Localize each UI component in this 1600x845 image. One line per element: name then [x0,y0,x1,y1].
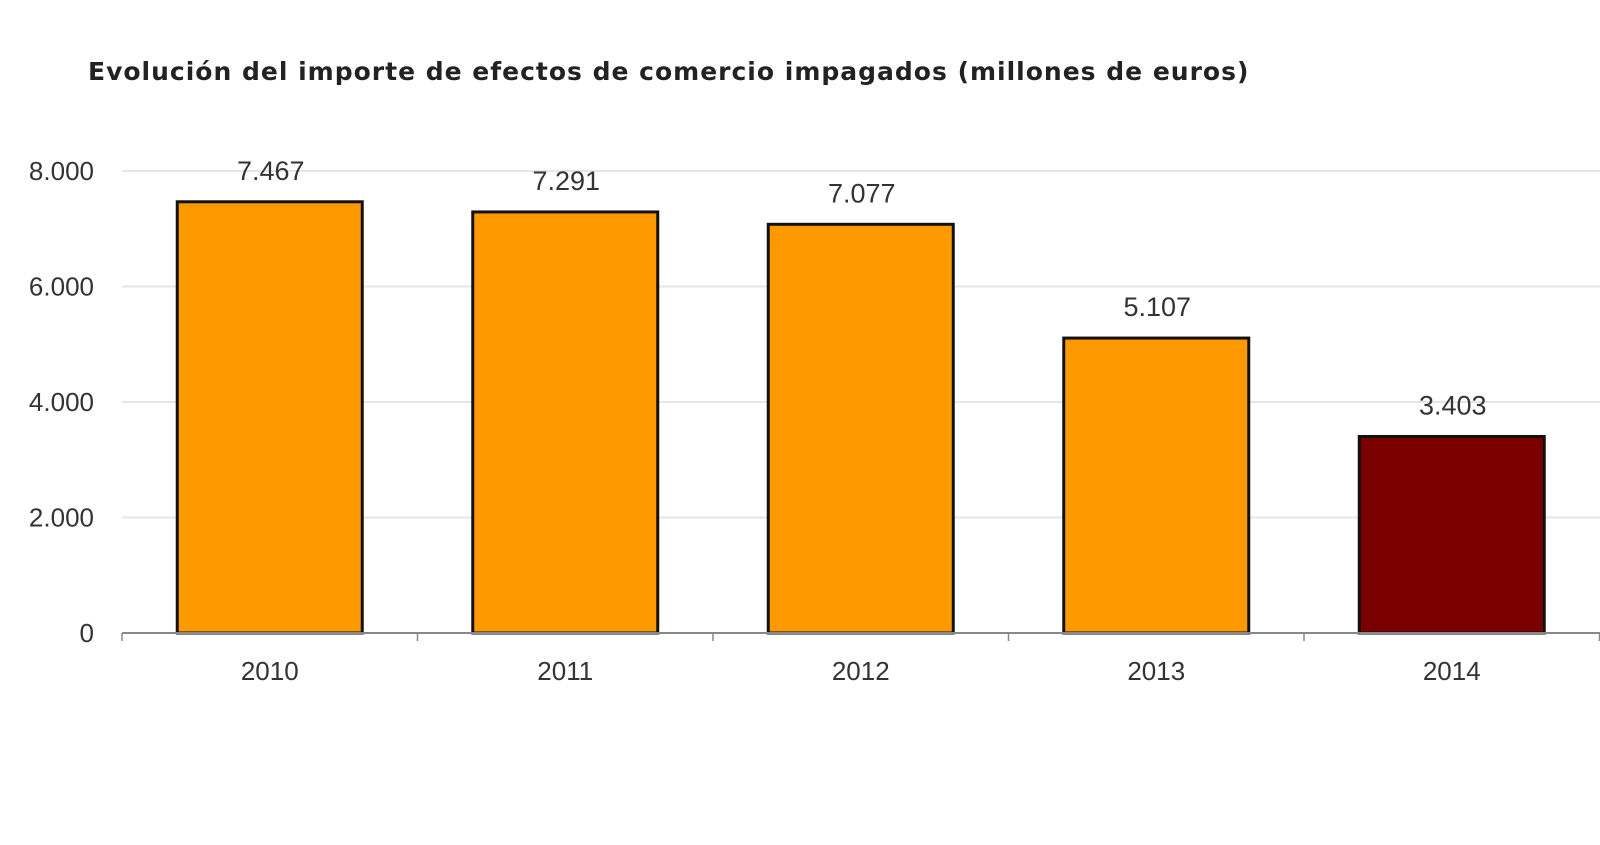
data-label: 7.467 [237,156,305,186]
bar-2010 [175,200,364,635]
data-label: 3.403 [1419,390,1487,420]
bar-2014 [1357,434,1546,635]
bars: 7.467 7.291 7.077 5.107 3.403 [175,156,1546,635]
data-label: 7.077 [828,178,896,208]
y-tick-label: 0 [80,618,94,648]
y-tick-label: 4.000 [29,387,94,417]
x-tick-label: 2013 [1127,656,1185,686]
x-axis: 2010 2011 2012 2013 2014 [121,632,1600,686]
chart-title: Evolución del importe de efectos de come… [88,57,1249,86]
x-tick-label: 2010 [241,656,299,686]
x-tick-label: 2012 [832,656,890,686]
data-label: 5.107 [1123,292,1191,322]
bar-2012 [766,222,955,635]
x-tick-label: 2011 [537,656,593,686]
bar-2013 [1062,336,1251,635]
y-tick-label: 6.000 [29,272,94,302]
data-label: 7.291 [532,166,600,196]
y-tick-label: 8.000 [29,156,94,186]
y-tick-label: 2.000 [29,503,94,533]
bar-2011 [471,210,660,635]
x-tick-label: 2014 [1423,656,1481,686]
y-axis: 0 2.000 4.000 6.000 8.000 [29,156,94,648]
